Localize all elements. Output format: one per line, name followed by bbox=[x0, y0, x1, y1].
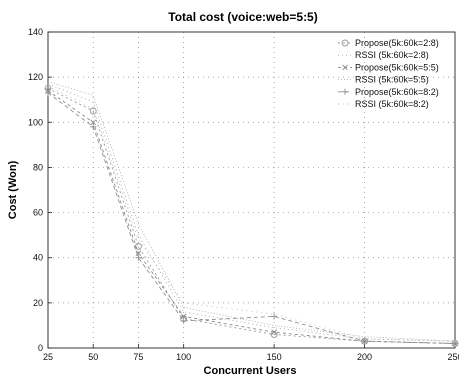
data-point bbox=[135, 250, 142, 257]
x-tick-label: 50 bbox=[88, 352, 98, 362]
y-tick-label: 120 bbox=[28, 72, 43, 82]
data-point bbox=[90, 119, 97, 126]
x-tick-label: 200 bbox=[357, 352, 372, 362]
series-4 bbox=[47, 81, 456, 342]
data-point bbox=[45, 89, 51, 96]
series-line bbox=[47, 87, 456, 344]
x-tick-label: 25 bbox=[43, 352, 53, 362]
series-lines bbox=[44, 81, 459, 347]
series-2 bbox=[47, 83, 456, 342]
legend-label: Propose(5k:60k=8:2) bbox=[355, 87, 439, 97]
legend-label: Propose(5k:60k=2:8) bbox=[355, 38, 439, 48]
y-tick-label: 40 bbox=[33, 253, 43, 263]
legend-entry: Propose(5k:60k=2:8) bbox=[338, 38, 439, 48]
series-line bbox=[47, 83, 456, 342]
series-line bbox=[47, 85, 456, 342]
data-point bbox=[135, 254, 142, 261]
data-point bbox=[89, 107, 97, 115]
x-tick-label: 75 bbox=[133, 352, 143, 362]
x-tick-label: 250 bbox=[447, 352, 459, 362]
data-point bbox=[134, 242, 142, 250]
axis-ticks: 0 20 40 60 80 100 120 140 25 50 75 100 150 200 250 bbox=[28, 27, 459, 362]
legend-entry: Propose(5k:60k=8:2) bbox=[338, 87, 439, 97]
y-tick-label: 0 bbox=[38, 343, 43, 353]
legend-entry: Propose(5k:60k=5:5) bbox=[338, 62, 439, 72]
data-point bbox=[452, 340, 458, 347]
x-axis-label: Concurrent Users bbox=[204, 365, 297, 377]
series-5 bbox=[45, 89, 458, 347]
plot-frame bbox=[47, 31, 456, 349]
series-line bbox=[47, 90, 456, 344]
data-point-stroke bbox=[135, 250, 142, 257]
legend-label: RSSI (5k:60k=8:2) bbox=[355, 99, 429, 109]
data-point-stroke bbox=[90, 119, 97, 126]
data-point bbox=[342, 64, 348, 71]
legend-entry: RSSI (5k:60k=2:8) bbox=[338, 50, 429, 60]
data-point-stroke bbox=[271, 329, 277, 336]
data-point bbox=[271, 329, 277, 336]
data-point bbox=[341, 39, 349, 47]
series-line bbox=[47, 92, 456, 344]
series-6 bbox=[47, 85, 456, 342]
y-tick-label: 140 bbox=[28, 27, 43, 37]
legend-entry: RSSI (5k:60k=8:2) bbox=[338, 99, 429, 109]
chart-title: Total cost (voice:web=5:5) bbox=[168, 10, 317, 24]
data-point bbox=[361, 338, 368, 345]
x-tick-label: 150 bbox=[267, 352, 282, 362]
y-tick-label: 100 bbox=[28, 117, 43, 127]
y-tick-label: 80 bbox=[33, 162, 43, 172]
series-line bbox=[47, 81, 456, 342]
x-tick-label: 100 bbox=[176, 352, 191, 362]
data-point bbox=[90, 123, 97, 130]
data-point bbox=[271, 313, 278, 320]
y-tick-label: 60 bbox=[33, 208, 43, 218]
legend-label: Propose(5k:60k=5:5) bbox=[355, 62, 439, 72]
legend-label: RSSI (5k:60k=2:8) bbox=[355, 50, 429, 60]
legend: Propose(5k:60k=2:8) RSSI (5k:60k=2:8) Prop… bbox=[338, 38, 439, 109]
data-point bbox=[270, 331, 278, 338]
series-1 bbox=[44, 84, 459, 347]
data-point-stroke bbox=[342, 64, 348, 71]
y-tick-label: 20 bbox=[33, 298, 43, 308]
data-point bbox=[342, 88, 348, 95]
legend-label: RSSI (5k:60k=5:5) bbox=[355, 75, 429, 85]
y-axis-label: Cost (Won) bbox=[7, 160, 19, 219]
data-point bbox=[180, 317, 187, 324]
legend-entry: RSSI (5k:60k=5:5) bbox=[338, 75, 429, 85]
series-3 bbox=[45, 87, 458, 347]
